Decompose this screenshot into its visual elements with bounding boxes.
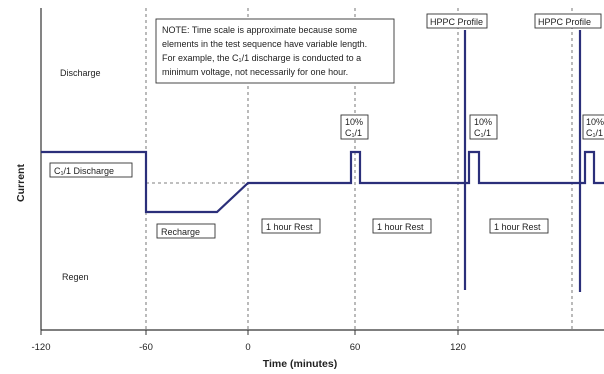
hppc-box-1	[426, 13, 488, 29]
note-box: NOTE: Time scale is approximate because …	[155, 18, 395, 84]
rest-label-2: 1 hour Rest	[377, 222, 424, 232]
rest-label-1: 1 hour Rest	[266, 222, 313, 232]
recharge-box	[156, 223, 216, 239]
note-line-4: minimum voltage, not necessarily for one…	[162, 67, 348, 77]
note-line-2: elements in the test sequence have varia…	[162, 39, 367, 49]
hppc-label-2: HPPC Profile	[538, 17, 591, 27]
note-line-1: NOTE: Time scale is approximate because …	[162, 25, 357, 35]
rest-label-3: 1 hour Rest	[494, 222, 541, 232]
rest-box-1	[261, 218, 321, 234]
pulse-label-1-bottom: C₁/1	[345, 128, 362, 138]
y-axis-title: Current	[15, 164, 27, 202]
pulse-label-2-top: 10%	[474, 117, 492, 127]
recharge-label: Recharge	[161, 227, 200, 237]
pulse-box-3	[582, 114, 604, 140]
rest-box-3	[489, 218, 549, 234]
pulse-label-2-bottom: C₁/1	[474, 128, 491, 138]
pulse-label-1-top: 10%	[345, 117, 363, 127]
hppc-box-2	[534, 13, 602, 29]
c1-discharge-label: C₁/1 Discharge	[54, 166, 114, 176]
x-axis-title: Time (minutes)	[263, 358, 337, 370]
note-line-3: For example, the C₁/1 discharge is condu…	[162, 53, 361, 63]
x-tick-label-60: 60	[350, 342, 361, 353]
x-tick-label-minus-120: -120	[31, 342, 50, 353]
x-ticks	[40, 330, 459, 335]
pulse-box-1	[340, 114, 369, 140]
pulse-label-3-top: 10%	[586, 117, 604, 127]
x-tick-label-0: 0	[245, 342, 250, 353]
discharge-region-label: Discharge	[60, 68, 101, 78]
note-box-frame	[155, 18, 395, 84]
pulse-box-2	[469, 114, 498, 140]
x-tick-label-120: 120	[450, 342, 466, 353]
c1-discharge-box	[49, 162, 133, 178]
pulse-label-3-bottom: C₁/1	[586, 128, 603, 138]
rest-box-2	[372, 218, 432, 234]
x-tick-label-minus-60: -60	[139, 342, 153, 353]
current-profile-line	[41, 150, 604, 214]
hppc-label-1: HPPC Profile	[430, 17, 483, 27]
regen-region-label: Regen	[62, 272, 89, 282]
